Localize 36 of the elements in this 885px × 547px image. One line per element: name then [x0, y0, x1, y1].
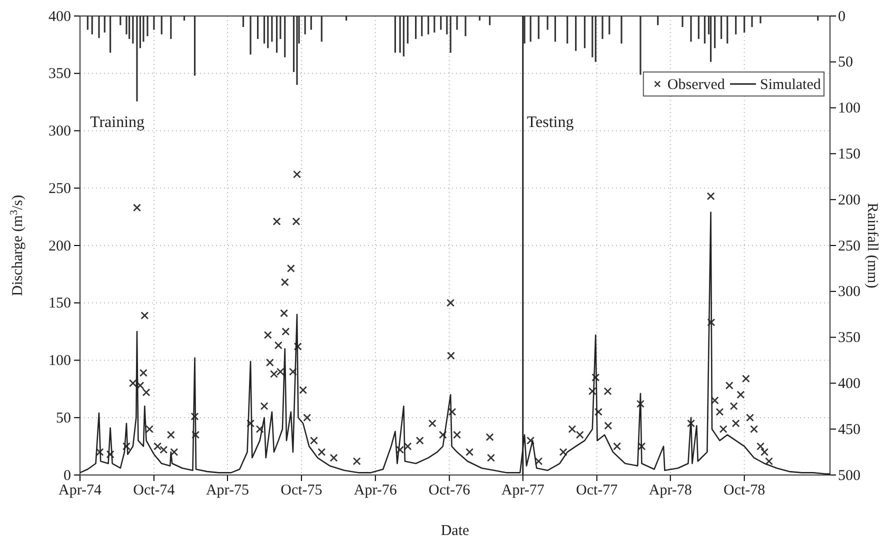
y-tick-label: 250 [48, 180, 71, 197]
y-tick-label: 100 [48, 353, 71, 370]
y-tick-label: 50 [56, 410, 71, 426]
x-tick-label: Oct-77 [576, 482, 618, 499]
y-tick-label: 400 [48, 8, 71, 25]
y2-tick-label: 250 [838, 238, 860, 254]
annotation: Training [90, 114, 145, 131]
x-tick-label: Oct-74 [133, 482, 176, 499]
y2-tick-label: 450 [838, 422, 860, 438]
x-tick-label: Oct-78 [724, 482, 766, 499]
y2-tick-label: 0 [838, 8, 846, 25]
y2-tick-label: 200 [838, 192, 860, 208]
annotation: Testing [526, 114, 574, 131]
legend-label: Simulated [760, 77, 822, 93]
y-tick-label: 200 [48, 238, 71, 254]
y-tick-label: 350 [48, 66, 71, 82]
y2-tick-label: 100 [838, 100, 860, 117]
y2-tick-label: 50 [838, 54, 853, 71]
y2-axis-title: Rainfall (mm) [864, 202, 880, 288]
x-tick-label: Oct-76 [428, 482, 471, 499]
x-tick-label: Apr-78 [648, 482, 692, 499]
x-tick-label: Oct-75 [280, 482, 322, 499]
y2-tick-label: 150 [838, 146, 860, 162]
y-tick-label: 150 [48, 296, 71, 312]
x-tick-label: Apr-76 [354, 482, 398, 499]
y-tick-label: 0 [64, 468, 71, 484]
y2-tick-label: 350 [838, 330, 860, 346]
legend-label: Observed [667, 77, 726, 93]
x-axis-title: Date [440, 523, 470, 539]
x-tick-label: Apr-75 [206, 482, 250, 499]
x-tick-label: Apr-77 [501, 482, 545, 499]
x-tick-label: Apr-74 [58, 482, 102, 499]
y-tick-label: 300 [48, 124, 71, 140]
y2-tick-label: 400 [838, 376, 860, 392]
y2-tick-label: 300 [838, 284, 860, 300]
y2-tick-label: 500 [838, 468, 860, 484]
